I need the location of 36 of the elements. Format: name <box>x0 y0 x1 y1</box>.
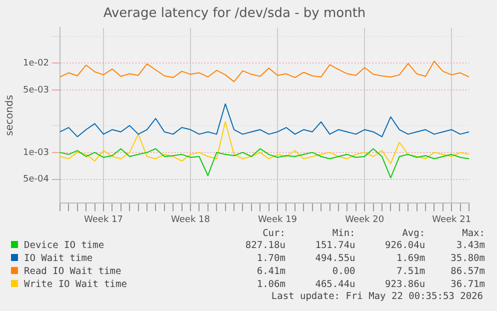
x-tick-label: Week 20 <box>345 214 384 225</box>
text: Cur: <box>262 228 286 239</box>
x-tick-label: Week 21 <box>432 214 472 225</box>
text: 1.69m <box>395 252 426 265</box>
text: Min: <box>331 228 356 239</box>
text: 494.55u <box>314 252 356 265</box>
text: 7.51m <box>395 265 426 278</box>
legend-label: Device IO time <box>23 239 106 252</box>
text: 0.00 <box>331 265 356 278</box>
text: 86.57m <box>450 265 485 278</box>
x-tick-label: Week 17 <box>84 214 123 225</box>
y-tick-label: 5e-04 <box>22 174 50 185</box>
y-axis-title: seconds <box>4 94 16 136</box>
text: 3.43m <box>455 239 485 252</box>
text: 465.44u <box>314 278 356 291</box>
text: 35.80m <box>450 252 485 265</box>
x-tick-label: Week 19 <box>258 214 298 225</box>
text: 926.04u <box>384 239 426 252</box>
text: 1.70m <box>256 252 286 265</box>
text: 827.18u <box>244 239 286 252</box>
text: 36.71m <box>450 278 485 291</box>
text: Avg: <box>401 228 426 239</box>
text: Max: <box>461 228 485 239</box>
text: 151.74u <box>314 239 356 252</box>
text: 1.06m <box>256 278 286 291</box>
chart-title: Average latency for /dev/sda - by month <box>103 6 366 22</box>
text: Last update: Fri May 22 00:35:53 2026 <box>270 291 483 302</box>
y-tick-label: 1e-02 <box>22 58 49 68</box>
text: 923.86u <box>384 278 426 291</box>
y-tick-label: 5e-03 <box>22 85 49 96</box>
y-tick-label: 1e-03 <box>22 148 49 158</box>
x-tick-label: Week 18 <box>171 214 210 225</box>
text: 6.41m <box>256 265 286 278</box>
legend-label: Write IO Wait time <box>23 278 128 291</box>
legend-label: IO Wait time <box>23 252 94 265</box>
legend-label: Read IO Wait time <box>23 265 122 278</box>
